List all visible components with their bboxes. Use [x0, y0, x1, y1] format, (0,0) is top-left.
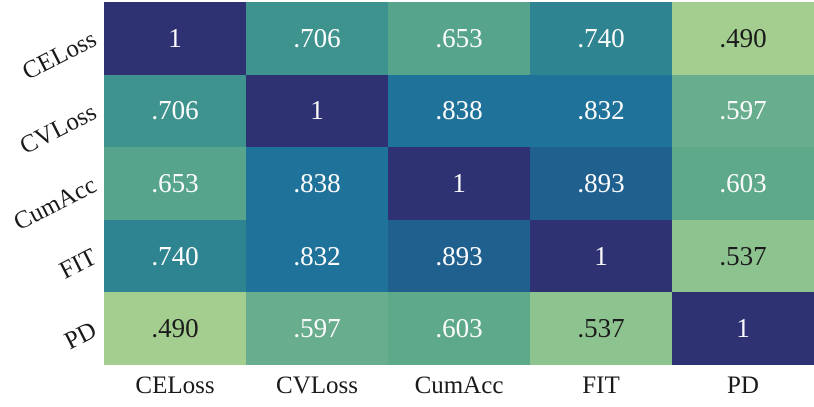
cell-value: .838 — [435, 95, 483, 126]
heatmap-cell: .893 — [530, 147, 672, 220]
heatmap-cell: 1 — [246, 74, 388, 148]
x-tick-label-pd: PD — [727, 372, 759, 399]
heatmap-cell: .706 — [104, 74, 246, 148]
heatmap-cell: .603 — [388, 292, 530, 365]
x-tick-label-cvloss: CVLoss — [276, 372, 358, 399]
cell-value: .653 — [151, 167, 199, 198]
heatmap-grid: 1 .706 .653 .740 .490 .706 1 .838 .832 .597 .653 .8… — [104, 2, 814, 365]
cell-value: 1 — [736, 313, 750, 344]
cell-value: .537 — [719, 240, 767, 271]
cell-value: .490 — [719, 22, 767, 53]
cell-value: .597 — [293, 313, 341, 344]
heatmap-cell: .603 — [672, 147, 814, 220]
cell-value: .603 — [435, 313, 483, 344]
cell-value: 1 — [594, 240, 608, 271]
y-tick-label-pd: PD — [60, 316, 101, 355]
heatmap-cell: .653 — [104, 147, 246, 220]
y-tick-label-celoss: CELoss — [18, 25, 101, 86]
x-tick-label-celoss: CELoss — [135, 372, 215, 399]
cell-value: .838 — [293, 167, 341, 198]
y-tick-label-cvloss: CVLoss — [15, 98, 101, 160]
heatmap-cell: 1 — [388, 147, 530, 220]
heatmap-cell: .893 — [388, 219, 530, 293]
heatmap-cell: .832 — [530, 74, 672, 148]
cell-value: .832 — [293, 240, 341, 271]
heatmap-cell: .597 — [246, 292, 388, 365]
x-axis-labels: CELoss CVLoss CumAcc FIT PD — [104, 365, 814, 407]
cell-value: 1 — [168, 22, 182, 53]
cell-value: .537 — [577, 313, 625, 344]
y-tick-label-fit: FIT — [55, 243, 101, 285]
x-tick-label-cumacc: CumAcc — [414, 372, 504, 399]
heatmap-cell: 1 — [104, 2, 246, 75]
heatmap-cell: .537 — [530, 292, 672, 365]
heatmap-cell: .490 — [672, 2, 814, 75]
y-tick-label-cumacc: CumAcc — [9, 171, 101, 236]
heatmap-cell: .740 — [104, 219, 246, 293]
cell-value: .893 — [435, 240, 483, 271]
cell-value: .740 — [577, 22, 625, 53]
cell-value: .490 — [151, 313, 199, 344]
cell-value: .706 — [293, 22, 341, 53]
heatmap-cell: .838 — [388, 74, 530, 148]
cell-value: .893 — [577, 167, 625, 198]
heatmap-cell: .490 — [104, 292, 246, 365]
heatmap-cell: .740 — [530, 2, 672, 75]
cell-value: .653 — [435, 22, 483, 53]
cell-value: .740 — [151, 240, 199, 271]
cell-value: .603 — [719, 167, 767, 198]
heatmap-cell: 1 — [672, 292, 814, 365]
cell-value: .706 — [151, 95, 199, 126]
heatmap-cell: 1 — [530, 219, 672, 293]
heatmap-cell: .706 — [246, 2, 388, 75]
x-tick-label-fit: FIT — [582, 372, 620, 399]
heatmap-cell: .838 — [246, 147, 388, 220]
heatmap-cell: .597 — [672, 74, 814, 148]
cell-value: 1 — [452, 167, 466, 198]
heatmap-cell: .537 — [672, 219, 814, 293]
cell-value: .597 — [719, 95, 767, 126]
cell-value: .832 — [577, 95, 625, 126]
cell-value: 1 — [310, 95, 324, 126]
heatmap-cell: .832 — [246, 219, 388, 293]
heatmap-cell: .653 — [388, 2, 530, 75]
